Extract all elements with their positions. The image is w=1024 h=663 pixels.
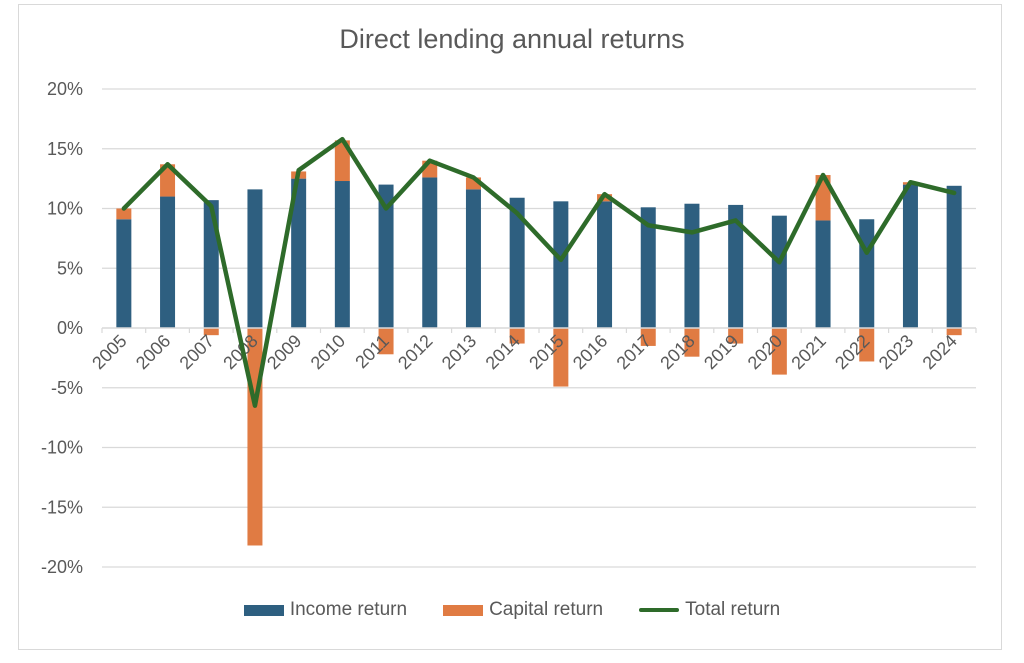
x-tick-label: 2021 bbox=[787, 331, 829, 373]
legend-label-income: Income return bbox=[289, 599, 408, 620]
income-bar bbox=[728, 204, 744, 328]
capital-bar bbox=[247, 328, 263, 546]
total-return-line bbox=[121, 136, 957, 408]
x-tick-label: 2012 bbox=[394, 331, 436, 373]
income-bar bbox=[247, 189, 263, 328]
capital-bar bbox=[946, 328, 962, 336]
income-bar bbox=[291, 178, 307, 328]
income-bar bbox=[946, 185, 962, 328]
y-tick-label: -15% bbox=[41, 497, 83, 517]
capital-swatch-icon bbox=[443, 604, 484, 616]
y-tick-label: 5% bbox=[57, 258, 83, 278]
legend: Income return Capital return Total retur… bbox=[0, 599, 1024, 621]
legend-item-capital: Capital return bbox=[443, 599, 603, 621]
capital-bar bbox=[465, 177, 481, 190]
capital-bar bbox=[509, 328, 525, 344]
income-bar bbox=[422, 177, 438, 328]
x-tick-label: 2016 bbox=[569, 331, 611, 373]
y-tick-label: 20% bbox=[47, 79, 83, 99]
y-tick-label: -5% bbox=[51, 378, 83, 398]
income-bar bbox=[509, 197, 525, 328]
income-bar bbox=[859, 219, 875, 328]
capital-bar bbox=[771, 328, 787, 375]
income-bar bbox=[684, 203, 700, 328]
y-tick-label: 15% bbox=[47, 139, 83, 159]
x-tick-label: 2023 bbox=[875, 331, 917, 373]
legend-item-income: Income return bbox=[243, 599, 408, 621]
capital-bar bbox=[116, 208, 132, 220]
income-bar bbox=[553, 201, 569, 328]
income-bar bbox=[203, 200, 219, 328]
capital-bar bbox=[378, 328, 394, 355]
x-tick-label: 2007 bbox=[176, 331, 218, 373]
y-axis-labels: 20% 15% 10% 5% 0% -5% -10% -15% -20% bbox=[41, 79, 83, 577]
income-bar bbox=[465, 189, 481, 328]
chart-title: Direct lending annual returns bbox=[339, 24, 685, 54]
income-bar bbox=[378, 184, 394, 328]
x-tick-label: 2005 bbox=[88, 331, 130, 373]
y-tick-label: 10% bbox=[47, 199, 83, 219]
legend-item-total: Total return bbox=[639, 599, 780, 621]
x-tick-label: 2013 bbox=[438, 331, 480, 373]
income-bar bbox=[640, 207, 656, 328]
capital-bar bbox=[553, 328, 569, 387]
income-bar bbox=[160, 196, 176, 328]
income-bar bbox=[334, 181, 350, 328]
legend-label-total: Total return bbox=[685, 599, 781, 620]
income-bar bbox=[116, 219, 132, 328]
capital-bar bbox=[728, 328, 744, 344]
x-tick-label: 2006 bbox=[132, 331, 174, 373]
capital-bar bbox=[160, 164, 176, 197]
legend-label-capital: Capital return bbox=[489, 599, 604, 620]
zero-axis bbox=[101, 327, 977, 333]
capital-bar bbox=[640, 328, 656, 346]
total-swatch-icon bbox=[639, 608, 680, 612]
income-swatch-icon bbox=[243, 604, 284, 616]
income-bar bbox=[902, 184, 918, 328]
x-tick-label: 2024 bbox=[919, 331, 961, 373]
x-tick-label: 2010 bbox=[307, 331, 349, 373]
capital-bar bbox=[334, 140, 350, 182]
income-bar bbox=[815, 220, 831, 328]
y-tick-label: -20% bbox=[41, 557, 83, 577]
capital-bar bbox=[203, 328, 219, 336]
bars bbox=[116, 140, 962, 546]
income-bar bbox=[771, 215, 787, 328]
y-tick-label: 0% bbox=[57, 318, 83, 338]
y-tick-label: -10% bbox=[41, 438, 83, 458]
capital-bar bbox=[859, 328, 875, 362]
income-bar bbox=[597, 201, 613, 328]
total-return-polyline bbox=[121, 136, 957, 408]
capital-bar bbox=[684, 328, 700, 357]
